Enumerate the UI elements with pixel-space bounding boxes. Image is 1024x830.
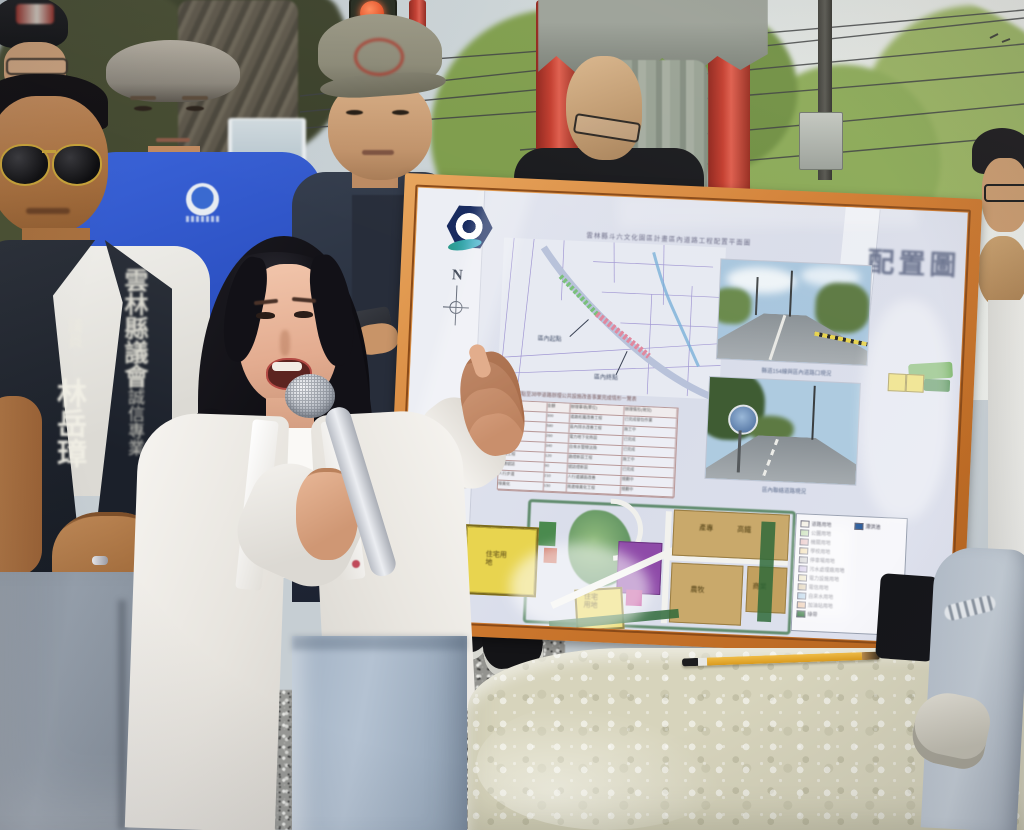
silver-ring	[92, 556, 108, 565]
jeans	[292, 636, 467, 830]
vest-role-text: 議員	[66, 318, 83, 348]
cap-logo-patch	[16, 4, 54, 24]
legend-color-chip	[854, 522, 864, 531]
legend-item: 滯洪池	[854, 522, 902, 533]
zone-label-res1: 住宅用地	[485, 551, 507, 567]
shirt-logo	[186, 183, 219, 216]
table-rim-highlight	[476, 700, 736, 830]
pencil-cap	[681, 657, 699, 667]
zone-label-hsr: 高鐵	[736, 526, 752, 535]
map-note-start: 區內起點	[537, 336, 562, 344]
transformer-box	[799, 112, 843, 170]
poster-paper: N 雲林縣斗六文化園區計畫區內道路工程配置平面圖	[398, 187, 968, 645]
zone-label-industrial: 產專	[699, 524, 714, 533]
poster-big-title: 配置圖	[866, 247, 962, 282]
compass: N	[440, 267, 473, 332]
site-photo-1	[716, 259, 872, 366]
mic-mesh	[285, 374, 335, 418]
bald-head	[566, 56, 642, 160]
eyebrow-right	[182, 96, 208, 100]
cadastral-map: 區內起點 區內終點	[497, 237, 726, 401]
jeans-waist-shadow	[292, 636, 467, 650]
jeans-seam	[118, 600, 126, 830]
eye-right	[294, 311, 313, 318]
eye-right	[186, 106, 204, 111]
arm-left-skin	[0, 396, 42, 576]
ripped-jeans-leg	[920, 545, 1024, 830]
nose-shadow	[280, 330, 290, 356]
eye-left	[256, 312, 275, 319]
poster-glare-top	[617, 192, 918, 229]
vest-slogan-text: 誠信專業	[125, 388, 144, 456]
photo1-caption: 縣道154線與區內道路口現況	[761, 368, 832, 378]
eye-left	[346, 110, 363, 115]
mic-red-dot	[352, 560, 360, 568]
photo1-pole2	[754, 277, 759, 316]
photo2-pole	[811, 385, 816, 440]
zone-tan-block-b	[668, 562, 744, 626]
photo2-road	[705, 433, 857, 485]
shirt-logo-text	[186, 216, 220, 222]
pencil-band	[697, 657, 708, 666]
sunglass-lens-left	[0, 144, 50, 186]
birds	[989, 33, 1011, 43]
mouth	[156, 138, 190, 142]
mouth-shadow	[26, 208, 70, 214]
poster-board: N 雲林縣斗六文化園區計畫區內道路工程配置平面圖	[384, 173, 983, 659]
zone-label-agriculture: 農牧	[690, 586, 705, 595]
map-note-end: 區內終點	[593, 374, 619, 382]
legend-glare	[794, 524, 851, 617]
eye-left	[134, 106, 152, 111]
glasses-man-face	[982, 158, 1024, 232]
sunglass-bridge	[42, 150, 56, 153]
cadastral-lines	[497, 237, 724, 401]
photo1-trees-left	[716, 287, 753, 325]
photo2-caption: 區內聯絡道路現況	[761, 487, 807, 496]
compass-rose-icon	[442, 285, 469, 326]
microphone-head	[285, 374, 335, 418]
cap-red-logo	[354, 38, 404, 76]
poster-glare-right	[855, 298, 956, 522]
gray-hair	[106, 40, 240, 102]
eyeglasses	[6, 58, 68, 75]
table-body: 道路工程 300 道路拓寬改善工程 已完成發包作業 排水工程 580 區內排水改…	[497, 410, 678, 499]
elder-head	[978, 236, 1024, 308]
sunglasses	[0, 142, 104, 186]
sunglass-lens-right	[52, 144, 102, 186]
zone-green-sq	[538, 521, 557, 547]
vest-org-text: 雲林縣議會	[120, 268, 147, 388]
legend-item-label: 滯洪池	[865, 524, 881, 531]
eye-right	[392, 110, 409, 115]
eyebrow-left	[130, 96, 156, 100]
col-header: 金額	[547, 402, 571, 413]
site-photo-2	[705, 377, 860, 485]
glasses-man-glasses	[984, 184, 1024, 202]
mouth	[362, 150, 394, 155]
teeth	[272, 362, 302, 371]
vest-name-text: 林岳璋	[52, 378, 85, 468]
